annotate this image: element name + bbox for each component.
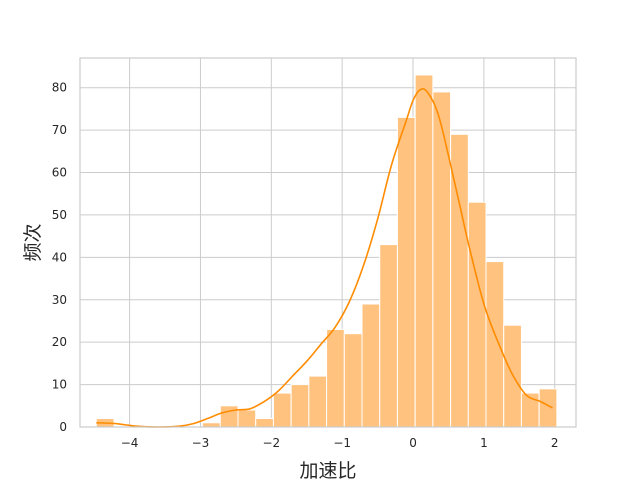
y-tick-label: 40 xyxy=(52,250,67,264)
histogram-bar xyxy=(343,333,363,428)
y-tick-label: 20 xyxy=(52,335,67,349)
x-axis-label: 加速比 xyxy=(299,460,356,480)
histogram-bar xyxy=(538,388,558,428)
histogram-bar xyxy=(379,244,398,428)
x-tick-label: −1 xyxy=(333,436,351,450)
x-tick-label: 2 xyxy=(551,436,559,450)
y-axis-label: 频次 xyxy=(22,223,44,261)
y-tick-label: 60 xyxy=(52,166,67,180)
histogram-bar xyxy=(326,328,345,428)
x-tick-label: 0 xyxy=(409,436,417,450)
histogram-bar xyxy=(361,303,381,428)
x-tick-label: −2 xyxy=(262,436,280,450)
histogram-bar xyxy=(290,384,310,428)
histogram-bar xyxy=(485,261,505,428)
x-tick-labels: −4 −3 −2 −1 0 1 2 xyxy=(121,436,559,450)
y-tick-label: 30 xyxy=(52,293,67,307)
histogram-bar xyxy=(414,74,434,428)
y-tick-labels: 0 10 20 30 40 50 60 70 80 xyxy=(52,81,67,434)
x-tick-label: −4 xyxy=(121,436,139,450)
y-tick-label: 80 xyxy=(52,81,67,95)
histogram-bar xyxy=(272,392,292,428)
histogram-bar xyxy=(202,422,221,428)
y-tick-label: 70 xyxy=(52,123,67,137)
histogram-bar xyxy=(308,375,328,428)
y-tick-label: 50 xyxy=(52,208,67,222)
histogram-bar xyxy=(255,418,274,428)
histogram-bar xyxy=(237,409,257,428)
histogram-bars xyxy=(95,74,558,428)
histogram-bar xyxy=(219,405,239,428)
y-tick-label: 0 xyxy=(59,420,67,434)
kde-line xyxy=(96,88,553,428)
x-tick-label: −3 xyxy=(192,436,210,450)
x-tick-label: 1 xyxy=(480,436,488,450)
histogram-bar xyxy=(396,116,416,428)
histogram-bar xyxy=(432,91,452,428)
plot-frame xyxy=(79,57,577,428)
histogram-bar xyxy=(467,201,487,428)
y-tick-label: 10 xyxy=(52,378,67,392)
